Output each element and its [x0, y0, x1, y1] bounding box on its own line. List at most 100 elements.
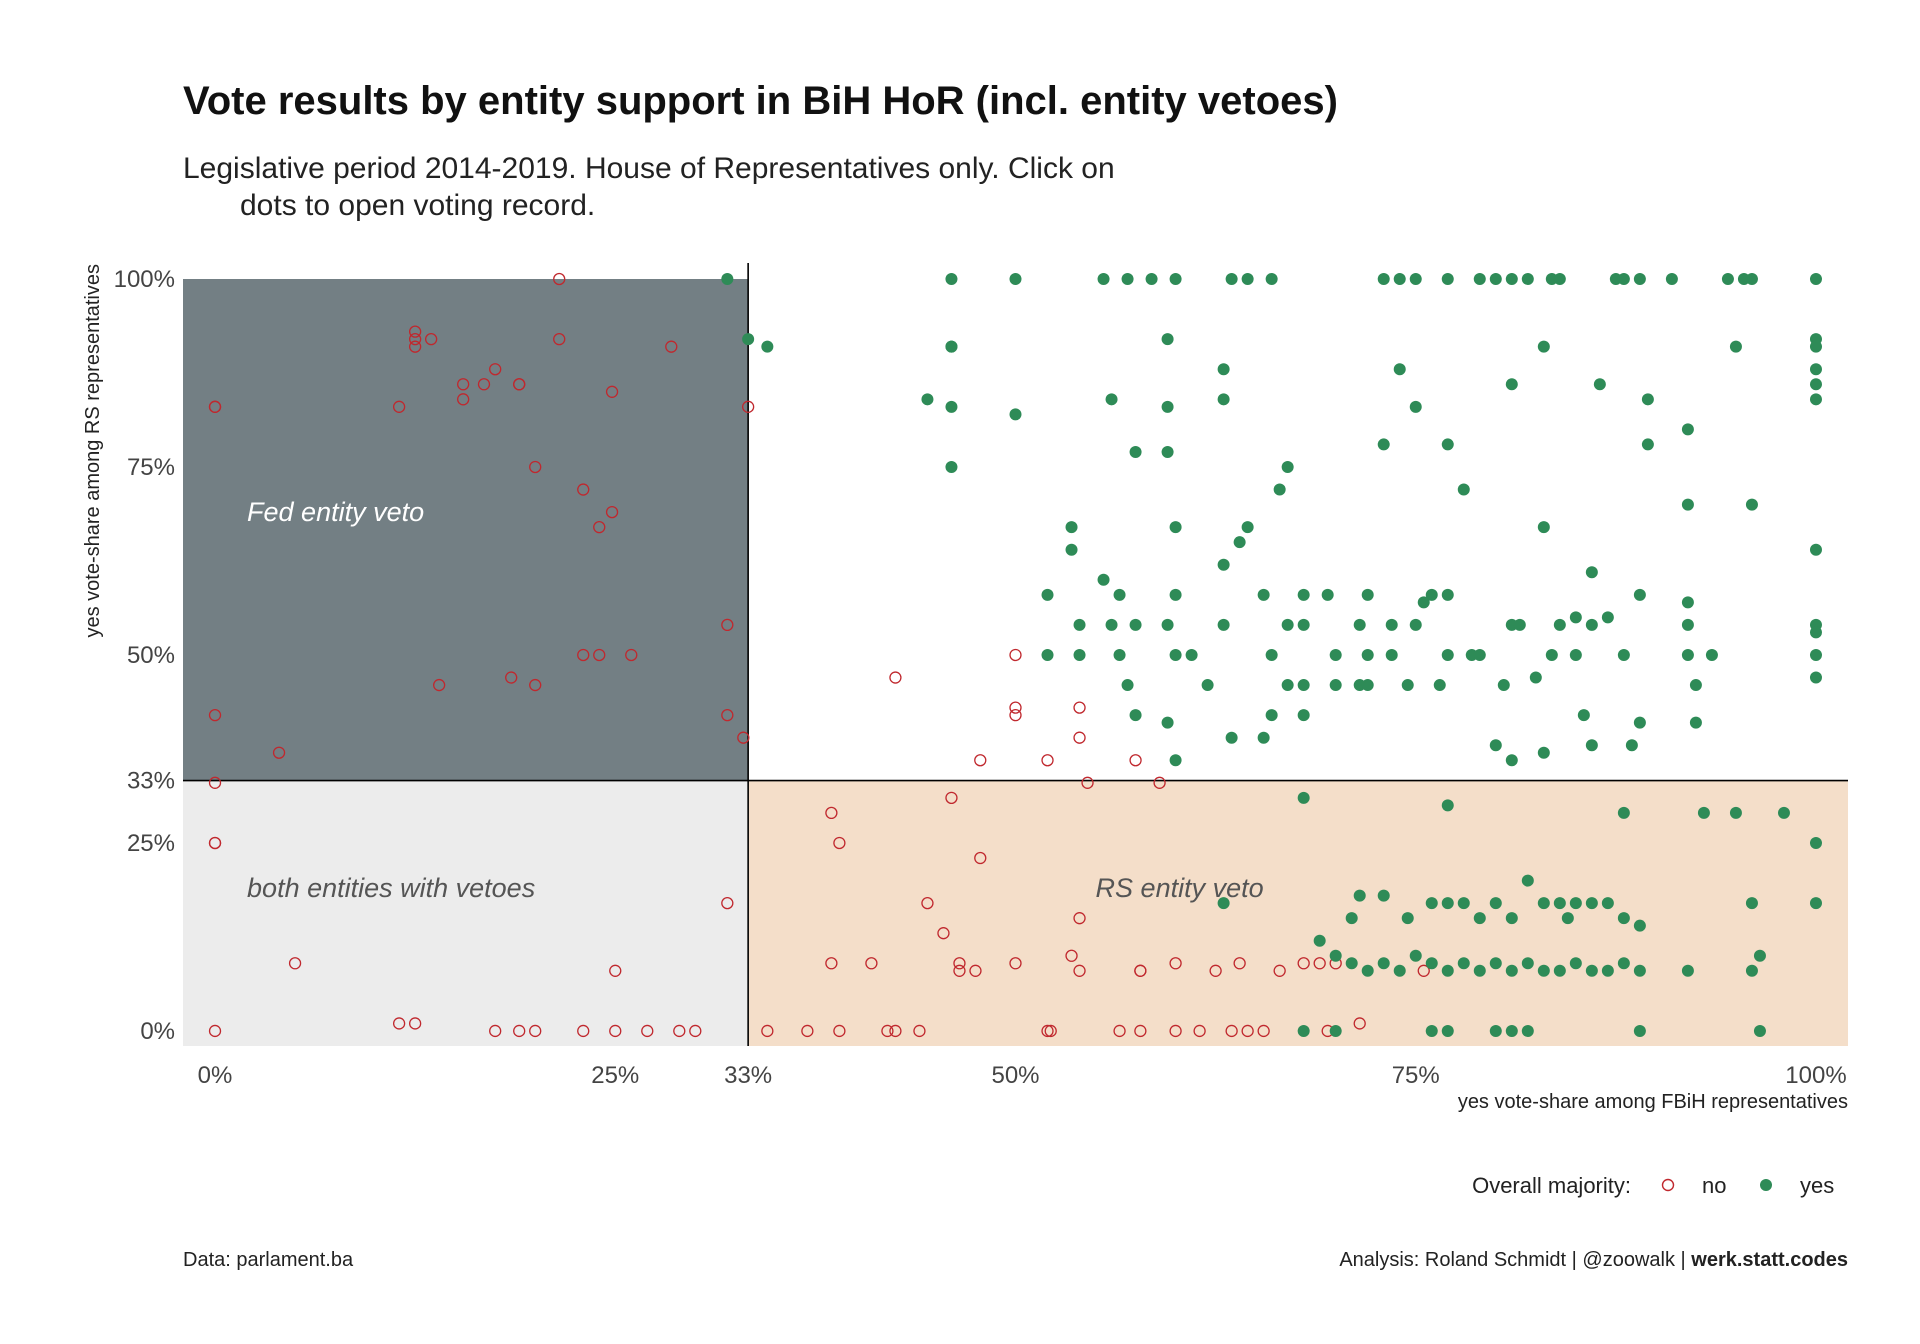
point-no-majority	[945, 791, 958, 805]
point-yes-majority	[1617, 273, 1630, 285]
point-yes-majority	[1345, 957, 1358, 970]
point-yes-majority	[1617, 806, 1630, 819]
point-no-majority	[1009, 957, 1022, 970]
x-tick-33: 33%	[724, 1062, 772, 1089]
point-yes-majority	[1497, 679, 1510, 692]
caption-analysis: Analysis: Roland Schmidt | @zoowalk | we…	[1339, 1249, 1848, 1271]
point-yes-majority	[1417, 596, 1430, 609]
point-yes-majority	[1625, 739, 1638, 752]
point-yes-majority	[1697, 806, 1710, 819]
point-yes-majority	[1585, 964, 1598, 977]
point-yes-majority	[1505, 964, 1518, 977]
point-yes-majority	[1297, 588, 1310, 601]
point-yes-majority	[1505, 912, 1518, 925]
point-yes-majority	[1441, 648, 1454, 661]
point-yes-majority	[1425, 588, 1438, 601]
point-yes-majority	[1329, 949, 1342, 962]
point-yes-majority	[1505, 1024, 1518, 1037]
x-axis-title: yes vote-share among FBiH representative…	[1458, 1091, 1848, 1113]
point-no-majority	[1073, 912, 1086, 925]
point-yes-majority	[742, 333, 755, 346]
point-no-majority	[433, 678, 446, 692]
point-yes-majority	[1265, 709, 1278, 722]
point-yes-majority	[1225, 731, 1238, 744]
point-yes-majority	[1409, 400, 1422, 413]
point-yes-majority	[1553, 897, 1566, 910]
point-yes-majority	[1681, 618, 1694, 631]
point-yes-majority	[1601, 964, 1614, 977]
point-no-majority	[1169, 957, 1182, 970]
point-no-majority	[1313, 957, 1326, 970]
point-yes-majority	[1553, 273, 1566, 285]
point-yes-majority	[1297, 618, 1310, 631]
point-yes-majority	[1345, 912, 1358, 925]
point-yes-majority	[1393, 273, 1406, 285]
point-no-majority	[953, 957, 966, 970]
point-yes-majority	[1425, 957, 1438, 970]
point-yes-majority	[1361, 588, 1374, 601]
point-yes-majority	[1169, 754, 1182, 767]
point-no-majority	[408, 340, 422, 353]
point-yes-majority	[1377, 889, 1390, 902]
point-yes-majority	[1489, 957, 1502, 970]
point-yes-majority	[1185, 648, 1198, 661]
point-no-majority	[424, 333, 438, 346]
point-yes-majority	[1313, 934, 1326, 947]
point-yes-majority	[1265, 648, 1278, 661]
point-no-majority	[577, 483, 590, 496]
point-no-majority	[1041, 1024, 1054, 1038]
y-tick-100: 100%	[114, 266, 175, 293]
point-yes-majority	[1521, 273, 1534, 285]
point-yes-majority	[1521, 957, 1534, 970]
x-tick-25: 25%	[591, 1062, 639, 1089]
point-yes-majority	[1585, 897, 1598, 910]
point-no-majority	[625, 648, 638, 662]
y-tick-0: 0%	[140, 1018, 175, 1045]
point-no-majority	[1073, 701, 1086, 714]
caption-data-source: Data: parlament.ba	[183, 1249, 354, 1271]
point-no-majority	[913, 1024, 926, 1038]
point-no-majority	[529, 1024, 542, 1038]
point-yes-majority	[1009, 408, 1022, 421]
point-yes-majority	[1441, 588, 1454, 601]
point-no-majority	[593, 520, 606, 534]
point-no-majority	[577, 1024, 590, 1038]
point-yes-majority	[1441, 273, 1454, 285]
point-no-majority	[272, 746, 286, 759]
point-yes-majority	[945, 400, 958, 413]
point-yes-majority	[1425, 1024, 1438, 1037]
point-yes-majority	[1809, 378, 1822, 391]
legend-yes-marker	[1760, 1179, 1772, 1191]
point-yes-majority	[1505, 378, 1518, 391]
point-yes-majority	[1169, 588, 1182, 601]
point-yes-majority	[1217, 558, 1230, 571]
point-no-majority	[1073, 964, 1086, 977]
point-yes-majority	[1281, 460, 1294, 473]
point-no-majority	[1169, 1024, 1182, 1038]
point-no-majority	[609, 964, 622, 977]
x-tick-0: 0%	[198, 1062, 233, 1089]
point-yes-majority	[1809, 273, 1822, 285]
point-no-majority	[1241, 1024, 1254, 1038]
point-yes-majority	[1161, 445, 1174, 458]
y-tick-75: 75%	[127, 454, 175, 481]
point-yes-majority	[1073, 618, 1086, 631]
point-yes-majority	[1161, 716, 1174, 729]
point-yes-majority	[1617, 648, 1630, 661]
point-yes-majority	[1729, 340, 1742, 353]
point-yes-majority	[1617, 957, 1630, 970]
point-yes-majority	[1593, 378, 1606, 391]
point-no-majority	[825, 806, 838, 820]
point-yes-majority	[1809, 648, 1822, 661]
point-no-majority	[392, 400, 406, 413]
point-yes-majority	[1241, 273, 1254, 285]
point-yes-majority	[1041, 588, 1054, 601]
point-no-majority	[1153, 776, 1166, 789]
point-no-majority	[408, 1017, 422, 1030]
point-no-majority	[1233, 957, 1246, 970]
point-no-majority	[833, 1024, 846, 1038]
point-yes-majority	[1425, 897, 1438, 910]
point-yes-majority	[1097, 573, 1110, 586]
point-yes-majority	[1257, 588, 1270, 601]
point-yes-majority	[1745, 964, 1758, 977]
